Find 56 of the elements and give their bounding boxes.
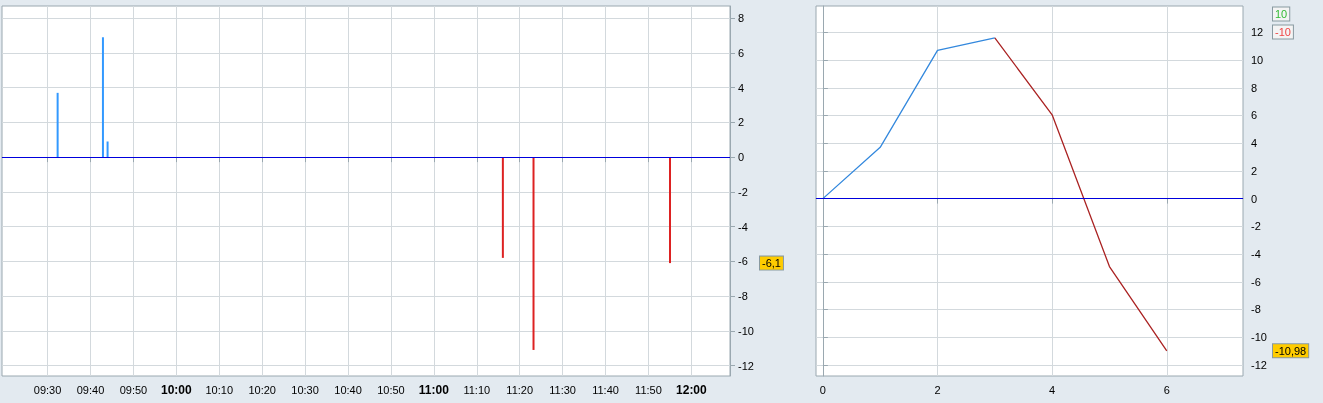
y-tick-label: -2 (1251, 220, 1261, 233)
x-tick-label: 10:20 (248, 383, 276, 396)
y-tick-label: -4 (738, 220, 748, 233)
x-tick-label: 11:10 (463, 383, 491, 396)
y-tick-label: -8 (1251, 303, 1261, 316)
y-tick-label: -6 (1251, 275, 1261, 288)
y-tick-label: -2 (738, 185, 748, 198)
y-tick-label: 8 (738, 12, 745, 25)
x-tick-label: 12:00 (676, 383, 708, 397)
x-tick-label: 09:40 (76, 383, 105, 396)
y-tick-label: 4 (738, 81, 745, 94)
y-tick-label: -10 (1251, 331, 1267, 344)
x-tick-label: 09:30 (33, 383, 62, 396)
x-tick-label: 10:00 (160, 383, 192, 397)
y-tick-label: 12 (1251, 26, 1264, 39)
y-tick-label: 10 (1251, 54, 1264, 67)
y-tick-label: -6 (738, 255, 748, 268)
x-tick-label: 2 (934, 383, 941, 396)
y-tick-label: 0 (1251, 192, 1258, 205)
x-tick-label: 6 (1163, 383, 1170, 396)
x-tick-label: 11:20 (506, 383, 534, 396)
line-series (822, 37, 996, 200)
text: -10 (1275, 26, 1291, 38)
y-tick-label: 2 (738, 116, 745, 129)
bar (56, 92, 59, 158)
bar (532, 157, 535, 350)
text: -10,98 (1275, 344, 1307, 357)
x-tick-label: 11:50 (635, 383, 662, 396)
x-tick-label: 11:00 (418, 383, 450, 397)
y-tick-label: 4 (1251, 137, 1258, 150)
x-tick-label: 10:40 (334, 383, 362, 396)
bar (501, 157, 504, 258)
text: 10 (1275, 8, 1288, 20)
x-tick-label: 4 (1049, 383, 1056, 396)
x-tick-label: 0 (819, 383, 826, 396)
x-tick-label: 10:50 (377, 383, 405, 396)
text: -6,1 (762, 257, 781, 270)
x-tick-label: 09:50 (119, 383, 148, 396)
bar (106, 141, 109, 158)
x-tick-label: 11:40 (592, 383, 619, 396)
line-series (994, 37, 1168, 352)
y-tick-label: -12 (738, 359, 754, 372)
bar (669, 157, 671, 264)
y-tick-label: 6 (1251, 109, 1258, 122)
y-tick-label: -12 (1251, 358, 1267, 371)
y-tick-label: 8 (1251, 81, 1258, 94)
y-tick-label: -4 (1251, 248, 1261, 261)
y-tick-label: 2 (1251, 164, 1258, 177)
y-tick-label: 0 (738, 151, 745, 164)
bar (101, 37, 104, 158)
y-tick-label: -10 (738, 324, 754, 337)
y-tick-label: -8 (738, 290, 748, 303)
x-tick-label: 11:30 (549, 383, 576, 396)
x-tick-label: 10:10 (205, 383, 234, 396)
y-tick-label: 6 (738, 46, 745, 59)
x-tick-label: 10:30 (291, 383, 319, 396)
